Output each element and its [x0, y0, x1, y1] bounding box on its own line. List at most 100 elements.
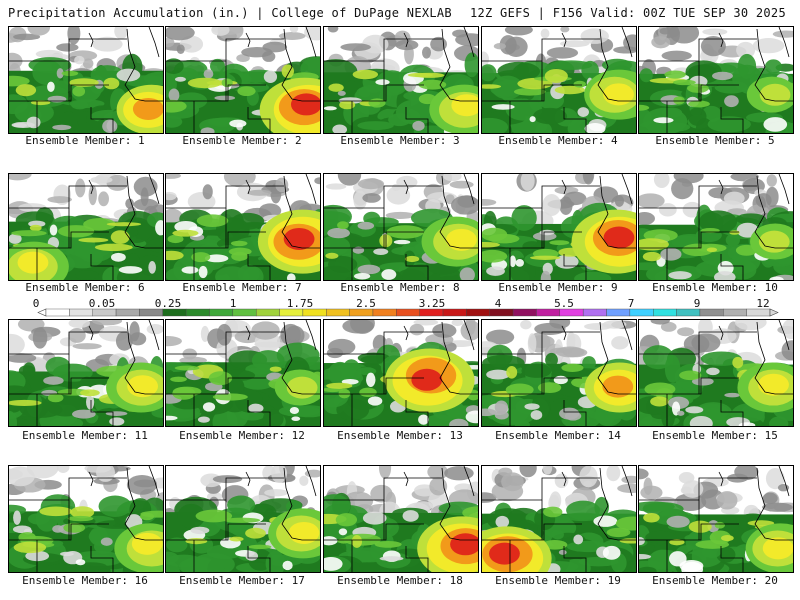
member-label-6: Ensemble Member: 6	[25, 281, 145, 294]
colorbar-swatch	[162, 308, 187, 317]
precip-field-9	[482, 174, 636, 280]
precip-field-3	[324, 27, 478, 133]
member-map-3	[323, 26, 479, 134]
colorbar-swatch	[396, 308, 420, 317]
precip-field-14	[482, 320, 636, 426]
member-map-20	[638, 465, 794, 573]
member-map-10	[638, 173, 794, 281]
colorbar-swatch	[699, 308, 724, 317]
precip-field-13	[324, 320, 478, 426]
member-map-17	[165, 465, 321, 573]
member-map-13	[323, 319, 479, 427]
member-map-19	[481, 465, 637, 573]
colorbar-tick-label: 2.5	[356, 297, 376, 310]
member-label-5: Ensemble Member: 5	[655, 134, 775, 147]
colorbar-swatch	[45, 308, 70, 317]
colorbar-tick-label: 7	[627, 297, 635, 310]
member-map-4	[481, 26, 637, 134]
member-label-12: Ensemble Member: 12	[179, 429, 305, 442]
precip-field-10	[639, 174, 793, 280]
member-label-10: Ensemble Member: 10	[652, 281, 778, 294]
member-label-19: Ensemble Member: 19	[495, 574, 621, 587]
member-label-3: Ensemble Member: 3	[340, 134, 460, 147]
member-label-20: Ensemble Member: 20	[652, 574, 778, 587]
colorbar-swatch	[232, 308, 257, 317]
colorbar-swatch	[723, 308, 747, 317]
colorbar-swatch	[326, 308, 350, 317]
precip-field-19	[482, 466, 636, 572]
colorbar-swatch	[372, 308, 397, 317]
colorbar-swatch	[279, 308, 304, 317]
colorbar-tick-label: 3.25	[418, 297, 446, 310]
member-map-6	[8, 173, 164, 281]
member-label-18: Ensemble Member: 18	[337, 574, 463, 587]
colorbar-tick-label: 5.5	[554, 297, 574, 310]
colorbar-swatch	[536, 308, 561, 317]
colorbar-tick-label: 12	[756, 297, 770, 310]
precip-field-15	[639, 320, 793, 426]
precip-field-6	[9, 174, 163, 280]
precip-field-1	[9, 27, 163, 133]
member-map-5	[638, 26, 794, 134]
precip-field-4	[482, 27, 636, 133]
colorbar-swatch	[746, 308, 771, 317]
colorbar-tick-label: 0.05	[88, 297, 116, 310]
member-label-15: Ensemble Member: 15	[652, 429, 778, 442]
colorbar-swatch	[466, 308, 490, 317]
precip-field-20	[639, 466, 793, 572]
colorbar-swatch	[653, 308, 677, 317]
colorbar-swatch	[676, 308, 701, 317]
colorbar-tick-label: 1	[229, 297, 237, 310]
member-label-1: Ensemble Member: 1	[25, 134, 145, 147]
precip-field-16	[9, 466, 163, 572]
member-label-9: Ensemble Member: 9	[498, 281, 618, 294]
member-map-11	[8, 319, 164, 427]
colorbar-tick-label: 0	[32, 297, 40, 310]
member-map-7	[165, 173, 321, 281]
precip-field-5	[639, 27, 793, 133]
model-valid-time: 12Z GEFS | F156 Valid: 00Z TUE SEP 30 20…	[469, 6, 786, 20]
colorbar-swatch	[139, 308, 163, 317]
member-label-8: Ensemble Member: 8	[340, 281, 460, 294]
colorbar-swatch	[606, 308, 631, 317]
member-map-15	[638, 319, 794, 427]
member-map-9	[481, 173, 637, 281]
precip-field-17	[166, 466, 320, 572]
member-label-7: Ensemble Member: 7	[182, 281, 302, 294]
member-label-14: Ensemble Member: 14	[495, 429, 621, 442]
colorbar-swatch	[349, 308, 374, 317]
colorbar-swatch	[559, 308, 584, 317]
colorbar-swatch	[69, 308, 93, 317]
precip-field-2	[166, 27, 320, 133]
member-map-2	[165, 26, 321, 134]
chart-title: Precipitation Accumulation (in.) | Colle…	[8, 6, 452, 20]
colorbar-swatch	[209, 308, 234, 317]
member-label-4: Ensemble Member: 4	[498, 134, 618, 147]
member-map-16	[8, 465, 164, 573]
member-map-14	[481, 319, 637, 427]
precip-field-11	[9, 320, 163, 426]
colorbar-tick-label: 0.25	[154, 297, 182, 310]
colorbar-swatch	[512, 308, 537, 317]
colorbar-swatch	[302, 308, 327, 317]
colorbar-tick-label: 9	[693, 297, 701, 310]
member-label-2: Ensemble Member: 2	[182, 134, 302, 147]
member-map-1	[8, 26, 164, 134]
colorbar-swatch	[185, 308, 210, 317]
precip-colorbar	[37, 308, 779, 317]
member-label-17: Ensemble Member: 17	[179, 574, 305, 587]
colorbar-swatch	[629, 308, 654, 317]
colorbar-swatch	[419, 308, 444, 317]
precip-field-8	[324, 174, 478, 280]
colorbar-swatch	[92, 308, 117, 317]
member-label-11: Ensemble Member: 11	[22, 429, 148, 442]
precip-field-7	[166, 174, 320, 280]
member-map-18	[323, 465, 479, 573]
colorbar-swatch	[115, 308, 140, 317]
member-map-12	[165, 319, 321, 427]
member-map-8	[323, 173, 479, 281]
member-label-16: Ensemble Member: 16	[22, 574, 148, 587]
colorbar-swatch	[582, 308, 607, 317]
colorbar-swatch	[255, 308, 280, 317]
colorbar-swatch	[442, 308, 467, 317]
